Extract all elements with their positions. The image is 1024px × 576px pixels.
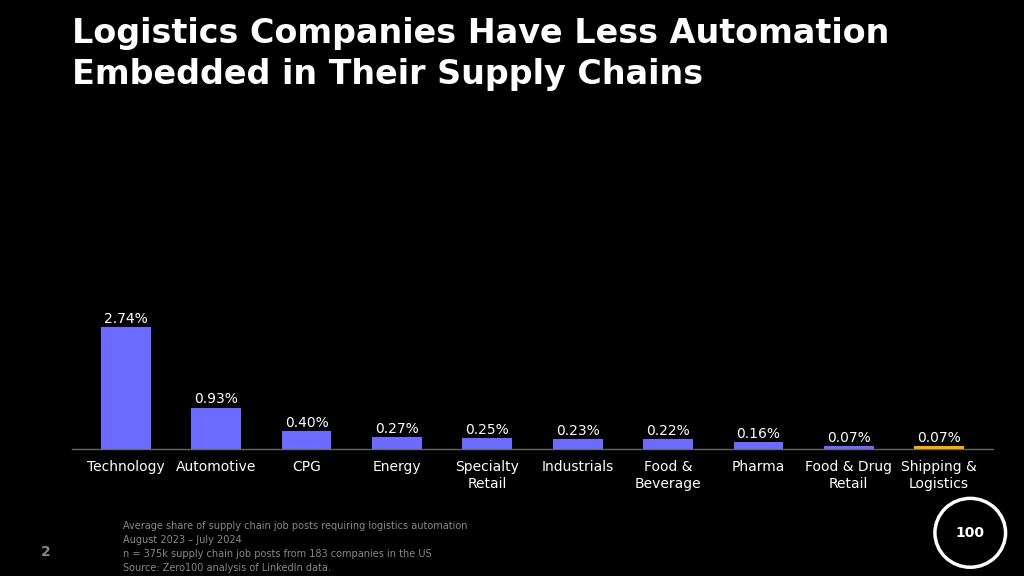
Text: 0.93%: 0.93% (195, 392, 239, 407)
Text: 0.07%: 0.07% (918, 431, 961, 445)
Text: 0.16%: 0.16% (736, 427, 780, 441)
Bar (553, 439, 602, 449)
Bar (733, 442, 783, 449)
Text: 0.40%: 0.40% (285, 416, 329, 430)
Text: 0.07%: 0.07% (826, 431, 870, 445)
Text: 2: 2 (41, 545, 51, 559)
Text: 100: 100 (955, 526, 985, 540)
Bar (824, 446, 873, 449)
Text: 2.74%: 2.74% (104, 312, 147, 326)
Bar (463, 438, 512, 449)
Bar (914, 446, 964, 449)
Bar (372, 437, 422, 449)
Text: Average share of supply chain job posts requiring logistics automation
August 20: Average share of supply chain job posts … (123, 521, 467, 573)
Text: 0.27%: 0.27% (375, 422, 419, 436)
Text: 0.22%: 0.22% (646, 424, 690, 438)
Bar (101, 327, 151, 449)
Bar (282, 431, 332, 449)
Text: Logistics Companies Have Less Automation
Embedded in Their Supply Chains: Logistics Companies Have Less Automation… (72, 17, 889, 91)
Text: 0.25%: 0.25% (466, 423, 509, 437)
Bar (191, 408, 241, 449)
Text: 0.23%: 0.23% (556, 424, 599, 438)
Bar (643, 439, 693, 449)
